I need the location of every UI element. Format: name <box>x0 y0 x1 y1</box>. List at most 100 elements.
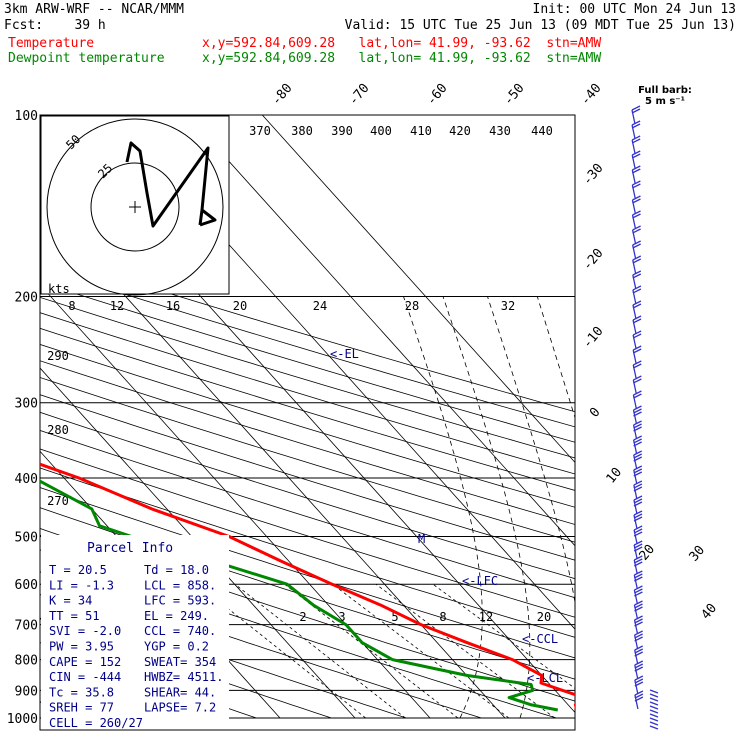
parcel-info-left: K = 34 <box>49 594 92 608</box>
wind-barb-flag <box>633 390 642 396</box>
wind-barb <box>649 725 659 730</box>
isotherm-label: 30 <box>687 543 709 565</box>
isotherm-label: -40 <box>578 81 605 109</box>
wind-barb-flag <box>634 690 644 696</box>
theta-label: 370 <box>249 124 271 138</box>
dry-adiabat <box>40 344 575 508</box>
wind-barb-flag <box>634 663 644 669</box>
wind-barb-flag <box>634 615 643 621</box>
wind-barb-flag <box>632 285 642 291</box>
dry-adiabat <box>40 411 575 580</box>
parcel-info-right: CCL = 740. <box>144 624 216 638</box>
moist-adiabat <box>403 296 483 719</box>
dewpoint-profile <box>40 479 559 712</box>
parcel-info-right: Td = 18.0 <box>144 563 209 577</box>
barb-legend-units: 5 m s⁻¹ <box>645 96 685 107</box>
wind-barb-flag <box>632 345 642 351</box>
parcel-marker: M <box>418 532 425 546</box>
isotherm-label: 0 <box>587 405 604 421</box>
wind-barb-flag <box>633 423 642 429</box>
theta-label: 440 <box>531 124 553 138</box>
parcel-info-right: YGP = 0.2 <box>144 640 209 654</box>
wind-barb-flag <box>632 228 641 234</box>
hodograph-trace <box>125 141 217 228</box>
mixing-ratio-low-label: 2 <box>299 610 306 624</box>
parcel-info-left: CIN = -444 <box>49 670 121 684</box>
dry-adiabat <box>40 467 575 638</box>
isotherm-line <box>262 115 575 464</box>
wind-barb-flag <box>634 696 644 702</box>
parcel-info-right: LCL = 858. <box>144 578 216 592</box>
theta-label: 430 <box>489 124 511 138</box>
parcel-info-left: TT = 51 <box>49 609 100 623</box>
dry-adiabat <box>40 312 575 475</box>
wind-barb-flag <box>634 585 643 591</box>
isotherm-label: -20 <box>580 246 607 274</box>
wind-barb-flag <box>633 561 643 567</box>
wind-barb <box>649 701 659 706</box>
wind-barb-flag <box>632 360 642 366</box>
wind-barb-flag <box>633 510 643 516</box>
temperature-legend: Temperature <box>8 36 95 51</box>
parcel-info-box: Parcel Info T = 20.5 Td = 18.0 LI = -1.3 LCL… <box>41 535 229 730</box>
wind-barb-flag <box>633 516 643 522</box>
wind-barb <box>649 705 659 710</box>
theta-label: 410 <box>410 124 432 138</box>
wind-barb-flag <box>633 468 643 474</box>
mixing-ratio-label: 24 <box>313 299 327 313</box>
wind-barb-flag <box>632 165 641 171</box>
wind-barb-flag <box>634 678 644 684</box>
wind-barb <box>649 717 659 722</box>
mixing-ratio-line <box>375 583 556 719</box>
wind-barb-flag <box>632 210 641 216</box>
model-title: 3km ARW-WRF -- NCAR/MMM <box>4 2 185 17</box>
isotherm-label: 10 <box>604 465 626 487</box>
isotherm-label: -30 <box>580 161 607 189</box>
wind-barb-flag <box>633 495 643 501</box>
dry-adiabat <box>40 448 575 618</box>
wind-barb-flag <box>633 483 643 489</box>
theta-label: 390 <box>331 124 353 138</box>
wind-barb <box>649 713 659 718</box>
wind-barb-flag <box>634 633 643 639</box>
mixing-ratio-line <box>432 583 575 689</box>
wind-barb-flag <box>633 480 643 486</box>
wind-barb-flag <box>632 225 641 231</box>
theta-label: 420 <box>449 124 471 138</box>
theta-label: 400 <box>370 124 392 138</box>
wind-barb-flag <box>633 501 643 507</box>
wind-barb-flag <box>634 648 643 654</box>
wind-barb-flag <box>633 525 643 531</box>
mixing-ratio-line <box>234 583 406 719</box>
wind-barb-flag <box>632 255 642 261</box>
parcel-info-right: SHEAR= 44. <box>144 685 216 699</box>
isotherm-line <box>187 115 575 547</box>
parcel-info-left: T = 20.5 <box>49 563 107 577</box>
wind-barb-flag <box>633 546 643 552</box>
parcel-info-left: LI = -1.3 <box>49 578 114 592</box>
wind-barb-flag <box>634 576 643 582</box>
pressure-label-900: 900 <box>15 684 38 699</box>
wind-barb-flag <box>631 108 641 114</box>
wind-barb-flag <box>632 318 642 324</box>
dry-adiabat <box>40 296 575 459</box>
parcel-info-left: PW = 3.95 <box>49 640 114 654</box>
wind-barb-flag <box>633 456 643 462</box>
mixing-ratio-label: 32 <box>501 299 515 313</box>
wind-barb-flag <box>633 438 642 444</box>
wind-barb-flag <box>633 540 643 546</box>
barb-legend-title: Full barb: <box>638 85 692 96</box>
moist-adiabat <box>592 297 700 719</box>
wind-barb-flag <box>632 273 642 279</box>
wind-barb-flag <box>634 606 643 612</box>
parcel-info-left: CAPE = 152 <box>49 655 121 669</box>
pressure-label-300: 300 <box>15 397 38 412</box>
wind-barb-flag <box>632 195 641 201</box>
mixing-ratio-label: 16 <box>166 299 180 313</box>
wind-barb-flag <box>633 420 642 426</box>
parcel-info-right: SWEAT= 354 <box>144 655 216 669</box>
wind-barb-flag <box>634 591 643 597</box>
wind-barb-flag <box>633 465 643 471</box>
wind-barb-flag <box>632 183 641 189</box>
parcel-marker: <-LCL <box>527 671 563 685</box>
